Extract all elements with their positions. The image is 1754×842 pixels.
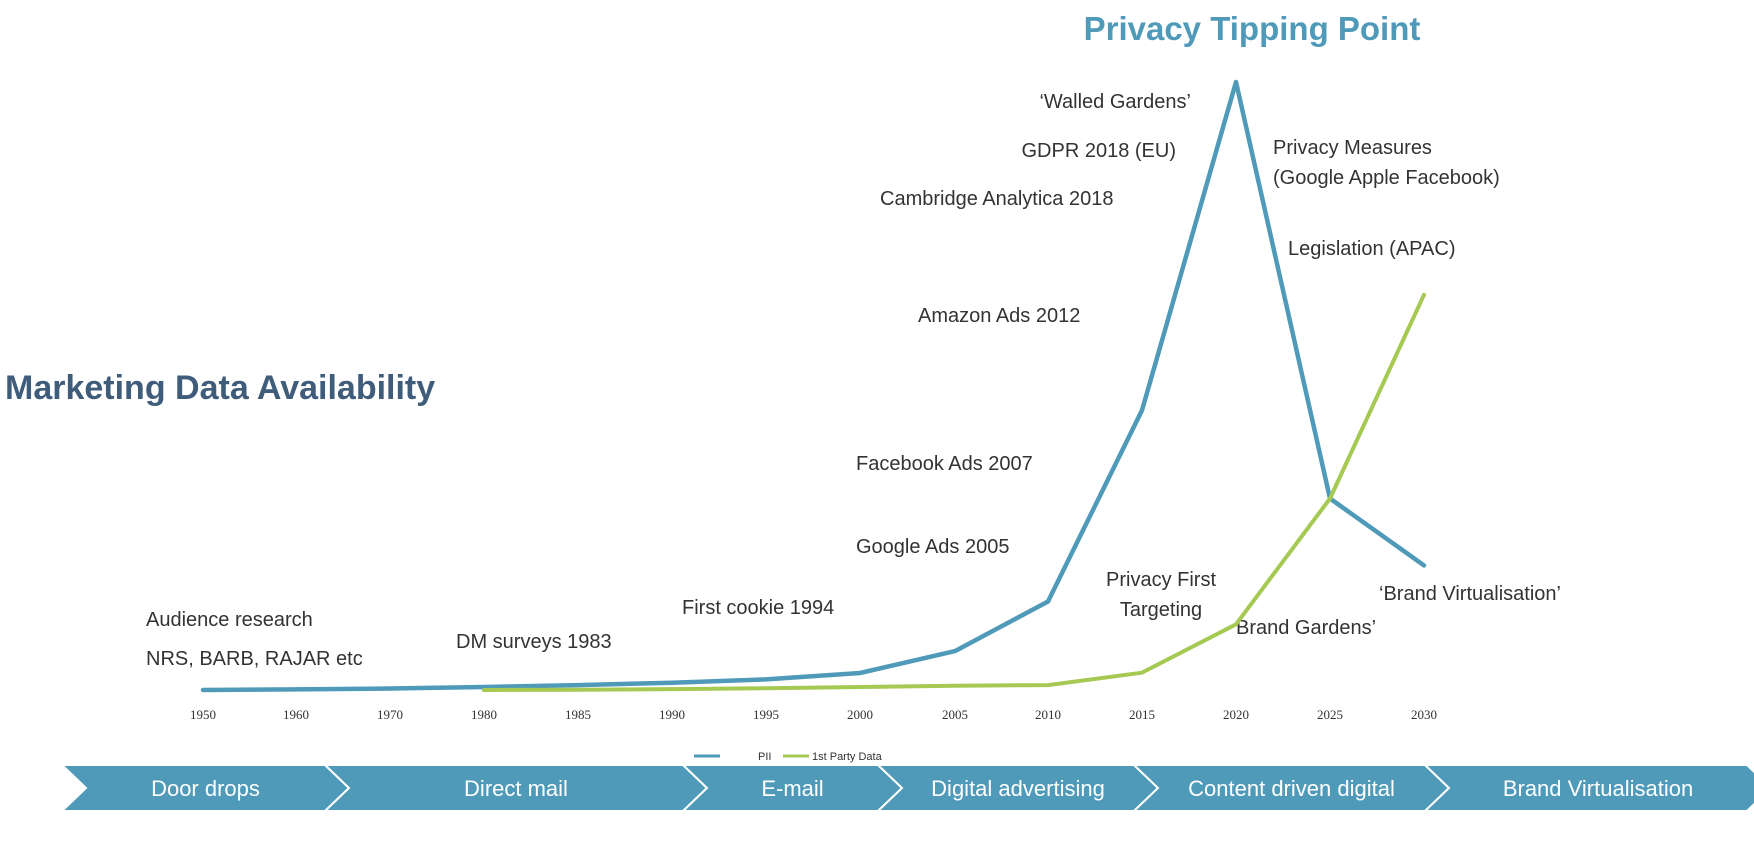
- x-axis-ticks: 1950 1960 1970 1980 1985 1990 1995 2000 2005 2010…: [190, 707, 1437, 722]
- annotation-label: Legislation (APAC): [1288, 238, 1455, 260]
- annotation-label: DM surveys 1983: [456, 631, 612, 653]
- x-tick-label: 2030: [1411, 707, 1437, 722]
- annotation-label: Privacy Measures: [1273, 137, 1432, 159]
- annotation-label: ‘Brand Virtualisation’: [1379, 583, 1561, 605]
- annotation-label: Targeting: [1120, 599, 1202, 621]
- series-line-pii: [200, 79, 1427, 693]
- annotation-label: Privacy First: [1106, 569, 1216, 591]
- annotation-label: Google Ads 2005: [856, 536, 1009, 558]
- x-tick-label: 1960: [283, 707, 309, 722]
- era-label: Digital advertising: [931, 776, 1105, 801]
- annotation-label: Cambridge Analytica 2018: [880, 188, 1113, 210]
- x-tick-label: 2025: [1317, 707, 1343, 722]
- x-tick-label: 1970: [377, 707, 403, 722]
- annotation-label: Facebook Ads 2007: [856, 453, 1033, 475]
- series-line-first-party-data: [482, 292, 1426, 692]
- x-tick-label: 1950: [190, 707, 216, 722]
- x-tick-label: 2015: [1129, 707, 1155, 722]
- legend: PII 1st Party Data: [694, 751, 883, 763]
- era-label: Door drops: [151, 776, 260, 801]
- x-tick-label: 1990: [659, 707, 685, 722]
- era-label: Content driven digital: [1188, 776, 1395, 801]
- era-band: Door drops Direct mail E-mail Digital adver…: [59, 764, 1754, 812]
- x-tick-label: 2020: [1223, 707, 1249, 722]
- annotation-label: Amazon Ads 2012: [918, 305, 1080, 327]
- legend-label: 1st Party Data: [812, 751, 883, 763]
- annotation-label: First cookie 1994: [682, 597, 834, 619]
- x-tick-label: 1985: [565, 707, 591, 722]
- annotation-label: GDPR 2018 (EU): [1022, 140, 1177, 162]
- annotations: Audience research NRS, BARB, RAJAR etc DM …: [146, 91, 1561, 670]
- x-tick-label: 2010: [1035, 707, 1061, 722]
- x-tick-label: 1980: [471, 707, 497, 722]
- chart-subtitle: Privacy Tipping Point: [1084, 10, 1421, 47]
- x-tick-label: 2005: [942, 707, 968, 722]
- x-tick-label: 2000: [847, 707, 873, 722]
- era-label: Brand Virtualisation: [1503, 776, 1693, 801]
- annotation-label: Audience research: [146, 609, 313, 631]
- era-chevron: [1422, 764, 1754, 812]
- annotation-label: (Google Apple Facebook): [1273, 167, 1500, 189]
- era-label: Direct mail: [464, 776, 568, 801]
- annotation-label: Brand Gardens’: [1236, 617, 1376, 639]
- era-label: E-mail: [761, 776, 823, 801]
- annotation-label: NRS, BARB, RAJAR etc: [146, 648, 363, 670]
- x-tick-label: 1995: [753, 707, 779, 722]
- legend-label: PII: [758, 751, 771, 763]
- annotation-label: ‘Walled Gardens’: [1039, 91, 1191, 113]
- chart-title: Marketing Data Availability: [5, 369, 435, 407]
- series-layer: [200, 79, 1427, 693]
